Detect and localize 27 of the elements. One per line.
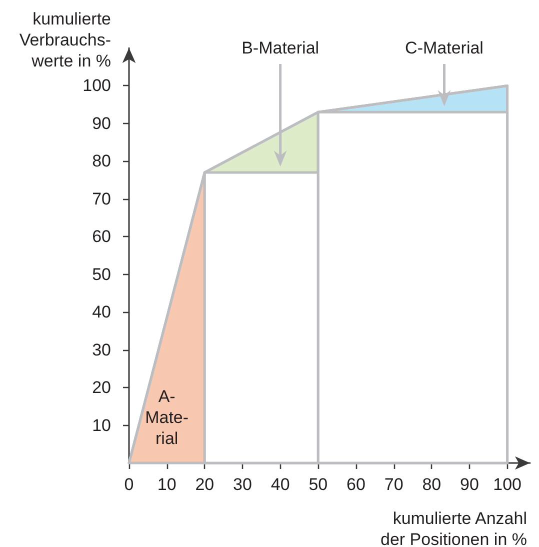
y-tick-label: 90: [92, 114, 111, 133]
x-tick-label: 30: [233, 475, 252, 494]
text: B-Material: [242, 38, 320, 58]
series-label: C-Material: [405, 38, 484, 58]
x-tick-label: 80: [422, 475, 442, 494]
y-tick-label: 40: [92, 302, 111, 322]
series-label: A- Mate- rial: [145, 387, 189, 448]
x-tick-label: 20: [195, 475, 214, 494]
x-tick-label: 40: [270, 475, 290, 494]
y-tick-label: 50: [92, 264, 111, 284]
y-tick-label: 80: [92, 152, 111, 171]
x-axis-title: kumulierte Anzahl der Positionen in %: [380, 509, 527, 547]
y-tick-label: 70: [92, 189, 111, 208]
y-tick-label: 20: [92, 378, 111, 398]
x-tick-label: 70: [384, 475, 404, 494]
x-tick-label: 100: [493, 475, 522, 494]
y-tick-label: 60: [92, 227, 111, 246]
x-tick-label: 90: [460, 475, 479, 494]
line-series: [128, 84, 509, 464]
y-tick-label: 30: [92, 340, 111, 360]
y-tick-label: 100: [82, 76, 111, 96]
y-tick-label: 10: [92, 416, 111, 435]
y-axis-title: kumulierte Verbrauchs- werte in %: [19, 10, 111, 70]
x-tick-label: 0: [124, 475, 134, 494]
x-tick-label: 50: [308, 475, 328, 494]
x-tick-label: 60: [346, 475, 366, 494]
x-tick-label: 10: [157, 475, 176, 494]
